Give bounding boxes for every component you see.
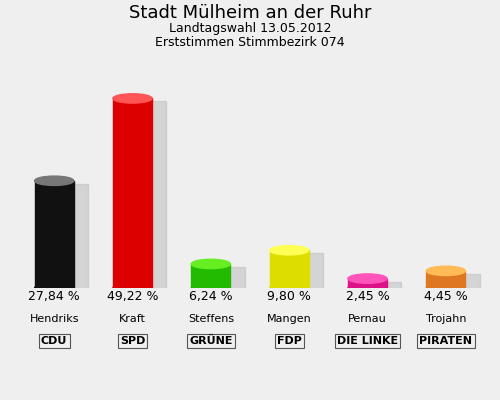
Text: FDP: FDP (276, 336, 301, 346)
Text: Landtagswahl 13.05.2012: Landtagswahl 13.05.2012 (169, 22, 331, 35)
Ellipse shape (426, 266, 466, 276)
Ellipse shape (191, 283, 230, 293)
Ellipse shape (34, 176, 74, 186)
Text: GRÜNE: GRÜNE (189, 336, 232, 346)
Polygon shape (440, 274, 480, 291)
Ellipse shape (113, 283, 152, 293)
Polygon shape (284, 253, 323, 291)
Bar (34, 181, 74, 288)
Ellipse shape (113, 94, 152, 103)
Text: DIE LINKE: DIE LINKE (337, 336, 398, 346)
Text: Trojahn: Trojahn (426, 314, 466, 324)
Text: Steffens: Steffens (188, 314, 234, 324)
Text: Kraft: Kraft (119, 314, 146, 324)
Bar (348, 278, 387, 288)
Text: PIRATEN: PIRATEN (420, 336, 472, 346)
Ellipse shape (270, 283, 309, 293)
Ellipse shape (34, 283, 74, 293)
Bar (113, 98, 152, 288)
Text: 27,84 %: 27,84 % (28, 290, 80, 303)
Polygon shape (127, 102, 166, 291)
Text: Pernau: Pernau (348, 314, 387, 324)
Polygon shape (48, 184, 88, 291)
Ellipse shape (270, 246, 309, 255)
Ellipse shape (348, 283, 387, 293)
Ellipse shape (348, 274, 387, 283)
Ellipse shape (426, 283, 466, 293)
Text: Mangen: Mangen (267, 314, 312, 324)
Bar (270, 250, 309, 288)
Polygon shape (206, 267, 244, 291)
Bar (191, 264, 230, 288)
Polygon shape (362, 282, 401, 291)
Text: 6,24 %: 6,24 % (189, 290, 232, 303)
Text: Hendriks: Hendriks (30, 314, 79, 324)
Text: SPD: SPD (120, 336, 145, 346)
Ellipse shape (191, 259, 230, 269)
Text: 49,22 %: 49,22 % (107, 290, 158, 303)
Text: 2,45 %: 2,45 % (346, 290, 390, 303)
Text: CDU: CDU (41, 336, 68, 346)
Text: Stadt Mülheim an der Ruhr: Stadt Mülheim an der Ruhr (129, 4, 371, 22)
Text: 4,45 %: 4,45 % (424, 290, 468, 303)
Text: 9,80 %: 9,80 % (267, 290, 311, 303)
Text: Erststimmen Stimmbezirk 074: Erststimmen Stimmbezirk 074 (155, 36, 345, 49)
Bar (426, 271, 466, 288)
